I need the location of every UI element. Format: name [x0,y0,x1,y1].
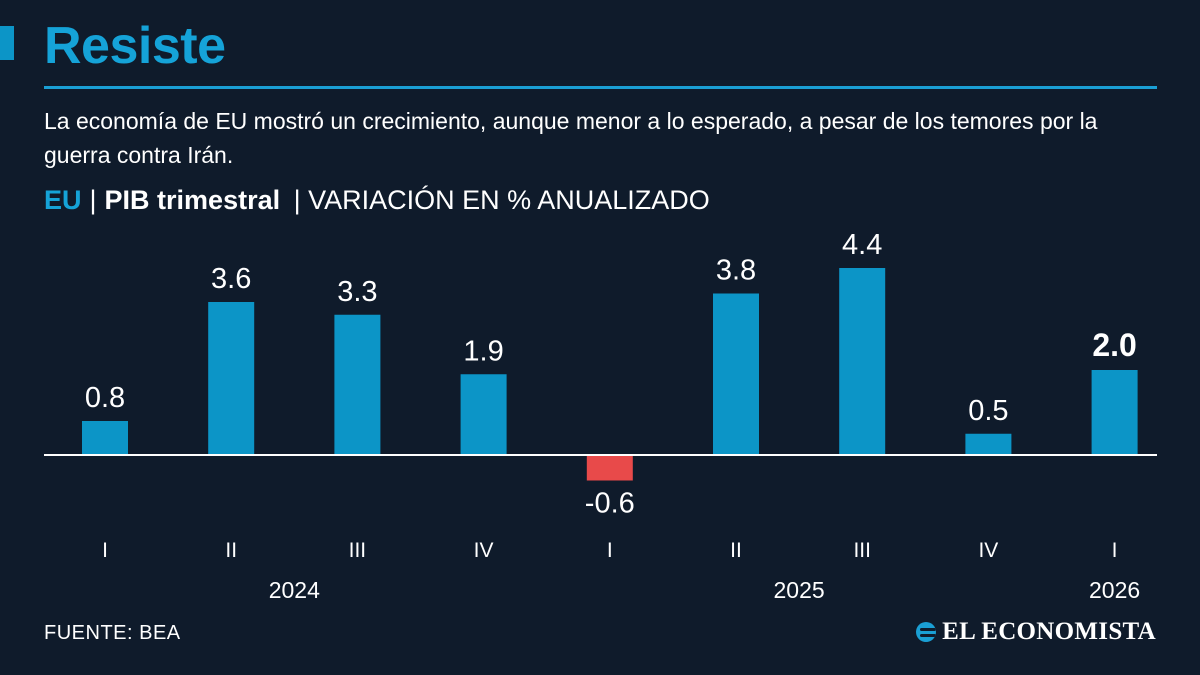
source-note: FUENTE: BEA [44,622,181,644]
brand-name: EL ECONOMISTA [942,618,1156,645]
quarter-label-4: I [607,539,613,562]
value-label-5: 3.8 [716,255,756,287]
value-label-1: 3.6 [211,263,251,295]
quarter-label-6: III [853,539,871,562]
value-label-7: 0.5 [968,395,1008,427]
chart-subtitle: La economía de EU mostró un crecimiento,… [44,108,1098,168]
value-label-2: 3.3 [337,276,377,308]
bar-8 [1091,370,1138,455]
unit-label: | VARIACIÓN EN % ANUALIZADO [293,185,710,215]
bar-3 [460,374,507,455]
quarter-label-1: II [225,539,237,562]
heading-separator: | [89,185,97,215]
value-label-6: 4.4 [842,229,882,261]
brand-logo: EL ECONOMISTA [916,618,1156,646]
quarter-label-0: I [102,539,108,562]
value-label-0: 0.8 [85,382,125,414]
bar-2 [334,314,381,455]
year-label-2024: 2024 [269,577,320,603]
year-label-2026: 2026 [1089,577,1140,603]
metric-label: PIB trimestral [104,185,281,215]
el-economista-logo-icon [916,622,937,642]
bar-7 [965,433,1012,455]
bar-5 [713,293,759,455]
quarter-label-8: I [1112,539,1118,562]
value-label-8: 2.0 [1092,327,1136,363]
quarter-label-3: IV [474,539,494,562]
country-label: EU [44,185,82,215]
quarter-label-5: II [730,539,742,562]
bar-6 [839,268,886,455]
chart-heading: EU | PIB trimestral | VARIACIÓN EN % ANUAL… [44,182,710,218]
year-label-2025: 2025 [774,577,825,603]
quarter-label-7: IV [978,539,998,562]
value-label-3: 1.9 [463,335,503,367]
value-label-4: -0.6 [585,488,635,520]
bar-4 [586,455,633,481]
title-divider [44,86,1157,89]
page-title: Resiste [44,17,226,75]
bar-0 [82,421,128,455]
title-accent-bar [0,26,14,60]
quarter-label-2: III [349,539,367,562]
bar-1 [208,302,255,455]
